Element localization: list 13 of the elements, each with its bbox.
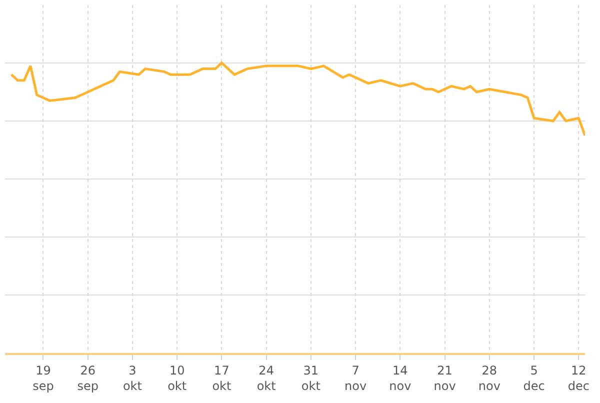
x-tick-label: 14 nov <box>389 363 412 393</box>
x-tick-label: 24 okt <box>256 363 276 393</box>
x-tick-label: 17 okt <box>212 363 232 393</box>
x-tick-label: 26 sep <box>77 363 98 393</box>
x-tick-label: 5 dec <box>523 363 545 393</box>
x-tick-label: 28 nov <box>478 363 500 393</box>
x-tick-label: 12 dec <box>568 363 590 393</box>
x-tick-label: 3 okt <box>122 363 142 393</box>
x-tick-label: 19 sep <box>32 363 54 393</box>
x-tick-label: 10 okt <box>168 363 187 393</box>
x-tick-label: 7 nov <box>344 363 367 393</box>
x-tick-label: 31 okt <box>301 363 321 393</box>
x-tick-label: 21 nov <box>434 363 456 393</box>
